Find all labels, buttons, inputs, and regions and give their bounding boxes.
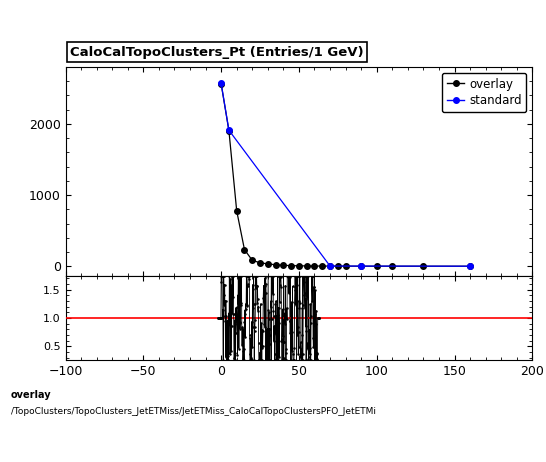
Legend: overlay, standard: overlay, standard	[442, 73, 526, 112]
Text: /TopoClusters/TopoClusters_JetETMiss/JetETMiss_CaloCalTopoClustersPFO_JetETMi: /TopoClusters/TopoClusters_JetETMiss/Jet…	[11, 407, 376, 415]
Text: overlay: overlay	[11, 390, 51, 401]
Text: CaloCalTopoClusters_Pt (Entries/1 GeV): CaloCalTopoClusters_Pt (Entries/1 GeV)	[70, 46, 364, 59]
